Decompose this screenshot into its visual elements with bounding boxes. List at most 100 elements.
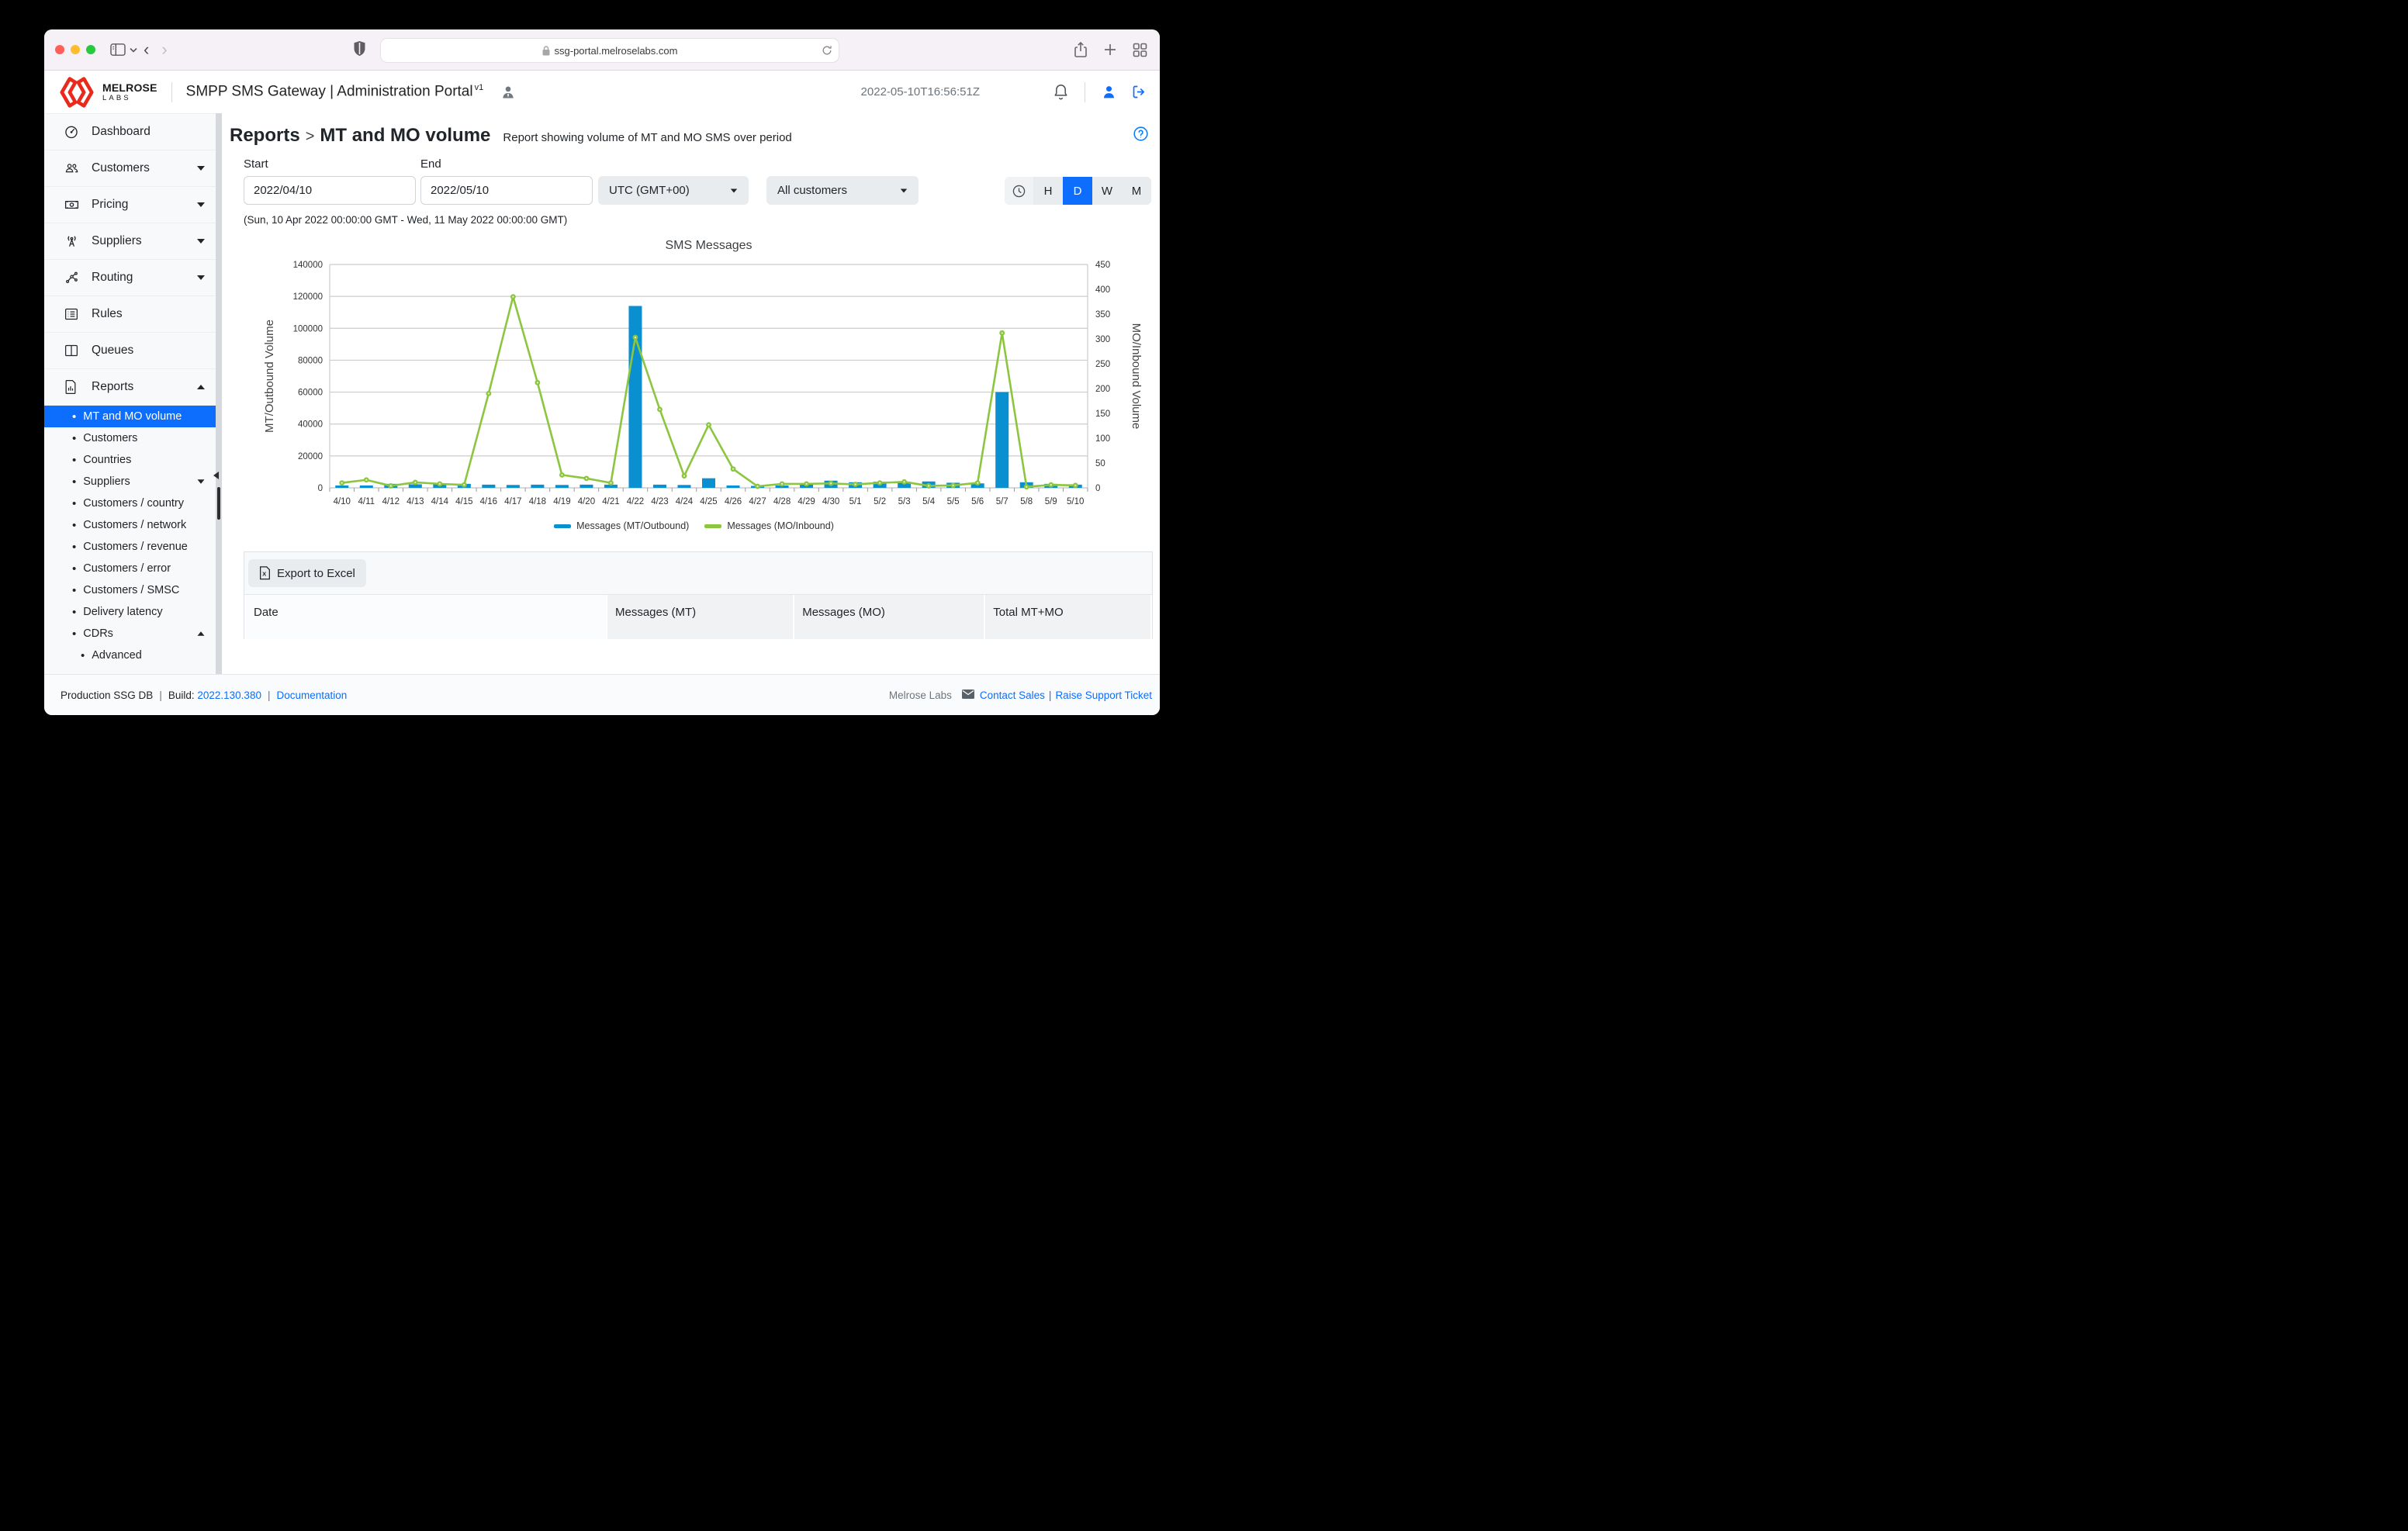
app-header: MELROSE LABS SMPP SMS Gateway | Administ… — [44, 71, 1160, 113]
sidebar-scrollbar-thumb[interactable] — [217, 487, 220, 520]
refresh-icon[interactable] — [822, 45, 832, 56]
x-axis-label: 5/5 — [947, 497, 960, 506]
minimize-button[interactable] — [71, 45, 80, 54]
contact-sales-link[interactable]: Contact Sales — [980, 689, 1045, 701]
svg-text:100: 100 — [1095, 434, 1110, 444]
privacy-shield-icon[interactable] — [353, 40, 366, 57]
x-axis-label: 4/22 — [627, 497, 644, 506]
bullet-icon: • — [72, 628, 76, 640]
back-button[interactable]: ‹ — [137, 41, 155, 58]
sidebar-subitem-customers-error[interactable]: •Customers / error — [44, 558, 216, 579]
sidebar-item-routing[interactable]: Routing — [44, 260, 216, 296]
sidebar-subitem-suppliers[interactable]: •Suppliers — [44, 471, 216, 492]
x-axis-label: 4/29 — [797, 497, 815, 506]
sidebar-item-customers[interactable]: Customers — [44, 150, 216, 187]
x-axis-label: 4/14 — [431, 497, 449, 506]
x-axis-label: 4/24 — [676, 497, 694, 506]
sidebar-subitem-label: Customers / country — [83, 497, 205, 510]
bullet-icon: • — [72, 541, 76, 553]
x-axis-label: 5/7 — [996, 497, 1009, 506]
sidebar-item-label: Dashboard — [92, 125, 205, 139]
sidebar-subitem-customers-revenue[interactable]: • Customers / revenue — [44, 536, 216, 558]
forward-button[interactable]: › — [155, 41, 173, 58]
zoom-button[interactable] — [86, 45, 95, 54]
period-day-button[interactable]: D — [1063, 177, 1092, 205]
address-bar[interactable]: ssg-portal.melroselabs.com — [380, 38, 839, 63]
account-icon[interactable] — [1101, 84, 1117, 100]
svg-text:0: 0 — [1095, 484, 1100, 493]
col-messages-mt[interactable]: Messages (MT) — [607, 595, 793, 639]
timezone-select[interactable]: UTC (GMT+00) — [598, 176, 749, 205]
end-date-input[interactable] — [420, 176, 593, 205]
x-axis-label: 5/6 — [971, 497, 984, 506]
customer-select[interactable]: All customers — [766, 176, 919, 205]
notifications-bell-icon[interactable] — [1053, 83, 1069, 101]
period-week-button[interactable]: W — [1092, 177, 1122, 205]
sidebar-item-label: Suppliers — [92, 234, 197, 248]
mt-bar — [482, 485, 495, 488]
col-messages-mo[interactable]: Messages (MO) — [794, 595, 984, 639]
col-date[interactable]: Date — [246, 595, 606, 639]
sidebar-item-queues[interactable]: Queues — [44, 333, 216, 369]
chevron-down-icon[interactable] — [130, 47, 137, 53]
sidebar-subitem-countries[interactable]: •Countries — [44, 449, 216, 471]
new-tab-icon[interactable] — [1103, 43, 1117, 57]
col-total[interactable]: Total MT+MO — [985, 595, 1150, 639]
help-icon[interactable] — [1133, 126, 1149, 146]
sidebar-collapse-icon[interactable] — [213, 472, 219, 479]
build-version-link[interactable]: 2022.130.380 — [197, 689, 261, 701]
sidebar-subitem-mt-and-mo-volume[interactable]: •MT and MO volume — [44, 406, 216, 427]
documentation-link[interactable]: Documentation — [276, 689, 347, 701]
mt-bar — [702, 479, 715, 488]
melrose-labs-logo[interactable]: MELROSE LABS — [58, 75, 157, 109]
period-month-button[interactable]: M — [1122, 177, 1151, 205]
svg-text:400: 400 — [1095, 285, 1110, 295]
sidebar-item-dashboard[interactable]: Dashboard — [44, 114, 216, 150]
mt-bar — [580, 485, 593, 488]
sidebar-item-reports[interactable]: Reports — [44, 369, 216, 406]
sidebar-subitem-customers-country[interactable]: •Customers / country — [44, 492, 216, 514]
sidebar-subitem-customers-smsc[interactable]: •Customers / SMSC — [44, 579, 216, 601]
period-hour-button[interactable]: H — [1033, 177, 1063, 205]
clock-icon[interactable] — [1005, 177, 1033, 205]
browser-toolbar: ‹ › ssg-portal.melroselabs.com — [44, 29, 1160, 71]
sidebar-subitem-customers-network[interactable]: •Customers / network — [44, 514, 216, 536]
sidebar-subitem-label: Customers / revenue — [83, 541, 205, 553]
app-title: SMPP SMS Gateway | Administration Portal… — [186, 83, 484, 100]
list-icon — [64, 307, 80, 321]
sidebar-subitem-delivery-latency[interactable]: •Delivery latency — [44, 601, 216, 623]
sidebar-subitem-customers[interactable]: •Customers — [44, 427, 216, 449]
share-icon[interactable] — [1074, 41, 1088, 58]
sidebar-resize-gutter[interactable] — [216, 113, 222, 674]
sidebar-subitem-advanced[interactable]: •Advanced — [44, 645, 216, 666]
sidebar-item-label: Customers — [92, 161, 197, 175]
x-axis-label: 4/21 — [602, 497, 619, 506]
chart-title: SMS Messages — [665, 239, 752, 252]
breadcrumb-separator: > — [306, 128, 315, 145]
sidebar-toggle-icon[interactable] — [109, 43, 126, 57]
sidebar-subitem-cdrs[interactable]: •CDRs — [44, 623, 216, 645]
app-footer: Production SSG DB | Build: 2022.130.380 … — [44, 674, 1160, 715]
logout-icon[interactable] — [1131, 84, 1147, 100]
svg-text:250: 250 — [1095, 360, 1110, 369]
x-axis-label: 4/23 — [651, 497, 668, 506]
main-content: Reports>MT and MO volume Report showing … — [222, 113, 1160, 674]
mt-bar — [677, 485, 690, 488]
svg-text:80000: 80000 — [298, 356, 323, 365]
sidebar-item-suppliers[interactable]: Suppliers — [44, 223, 216, 260]
export-to-excel-button[interactable]: X Export to Excel — [248, 559, 366, 587]
footer-link-separator: | — [1049, 689, 1052, 701]
mt-bar — [995, 392, 1009, 488]
environment-label: Production SSG DB — [61, 689, 153, 701]
close-button[interactable] — [55, 45, 64, 54]
x-axis-label: 4/13 — [407, 497, 424, 506]
tab-overview-icon[interactable] — [1133, 43, 1147, 57]
bullet-icon: • — [72, 454, 76, 466]
sidebar-item-rules[interactable]: Rules — [44, 296, 216, 333]
end-date-label: End — [420, 157, 593, 171]
left-axis-title: MT/Outbound Volume — [263, 320, 276, 433]
sidebar-item-pricing[interactable]: Pricing — [44, 187, 216, 223]
start-date-input[interactable] — [244, 176, 416, 205]
raise-support-ticket-link[interactable]: Raise Support Ticket — [1055, 689, 1152, 701]
svg-text:60000: 60000 — [298, 389, 323, 398]
